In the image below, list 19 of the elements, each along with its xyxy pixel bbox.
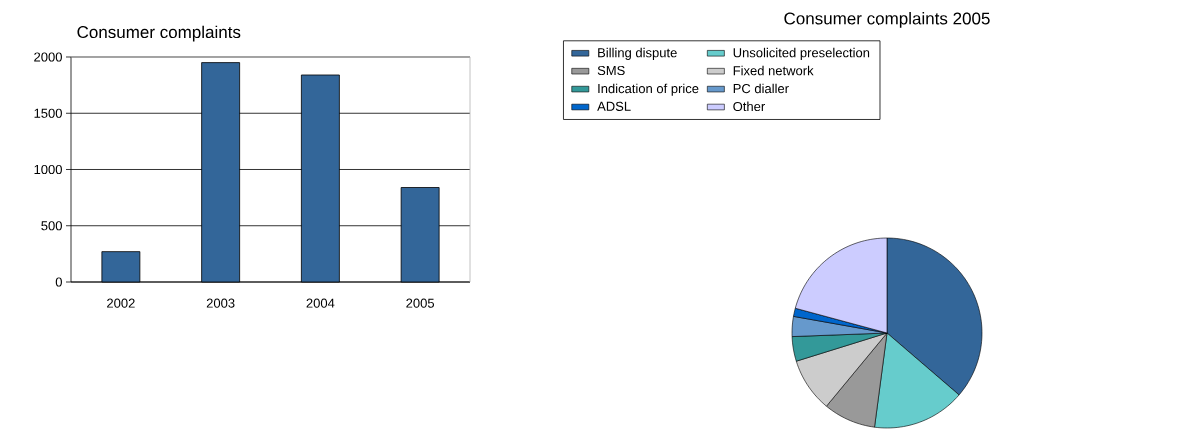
legend-label: Fixed network [733, 65, 814, 76]
legend-label: Indication of price [598, 83, 699, 96]
y-tick-label: 1500 [34, 108, 62, 118]
y-tick-label: 1000 [34, 164, 62, 175]
legend-label: ADSL [597, 101, 631, 111]
x-tick-label: 2005 [406, 298, 435, 308]
chart-title: Consumer complaints 2005 [784, 12, 990, 28]
x-tick-label: 2004 [306, 298, 335, 308]
chart-title: Consumer complaints [77, 25, 241, 42]
y-tick-label: 500 [41, 221, 62, 231]
x-tick-label: 2002 [107, 298, 135, 308]
legend-label: SMS [597, 65, 625, 76]
x-tick-label: 2003 [206, 298, 235, 308]
legend-label: Unsolicited preselection [733, 47, 870, 60]
y-tick-label: 0 [55, 277, 62, 287]
legend-label: Billing dispute [598, 47, 677, 60]
legend-label: Other [733, 101, 765, 112]
legend-label: PC dialler [733, 83, 789, 94]
y-tick-label: 2000 [34, 52, 62, 62]
